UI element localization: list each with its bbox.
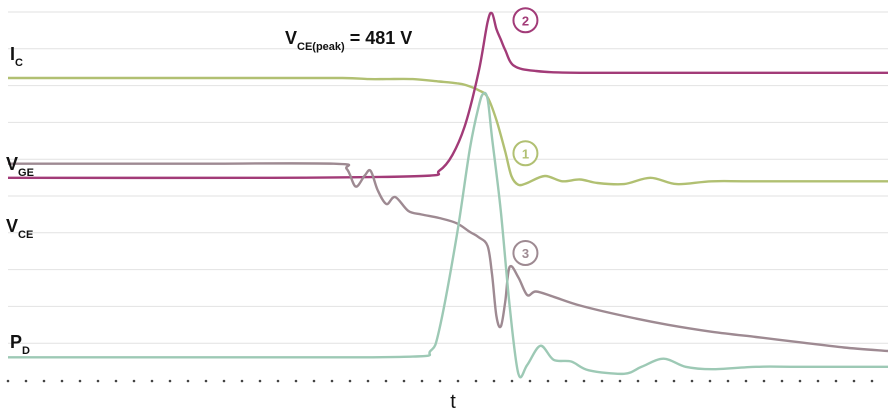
baseline-dot xyxy=(456,379,460,383)
baseline-dot xyxy=(852,379,856,383)
baseline-dot xyxy=(870,379,874,383)
baseline-dot xyxy=(816,379,820,383)
ic-line xyxy=(7,76,888,187)
baseline-dot xyxy=(762,379,766,383)
baseline-dot xyxy=(492,379,496,383)
baseline-dot xyxy=(384,379,388,383)
baseline-dot xyxy=(294,379,298,383)
baseline-dot xyxy=(420,379,424,383)
vce-line xyxy=(7,11,888,180)
series-marker-number: 2 xyxy=(522,13,529,28)
series-markers: 1 2 3 xyxy=(512,7,539,266)
baseline-dot xyxy=(348,379,352,383)
label-ic: IC xyxy=(10,44,23,69)
series-marker-circle xyxy=(512,140,539,167)
label-vce: VCE xyxy=(6,216,33,241)
baseline-dot xyxy=(402,379,406,383)
baseline-dot xyxy=(474,379,478,383)
x-axis-dotted-baseline xyxy=(6,379,874,383)
series-marker-number: 1 xyxy=(522,146,529,161)
label-vge: VGE xyxy=(6,154,34,179)
baseline-dot xyxy=(726,379,730,383)
baseline-dot xyxy=(276,379,280,383)
baseline-dot xyxy=(744,379,748,383)
baseline-dot xyxy=(312,379,316,383)
baseline-dot xyxy=(510,379,514,383)
baseline-dot xyxy=(564,379,568,383)
baseline-dot xyxy=(780,379,784,383)
baseline-dot xyxy=(654,379,658,383)
baseline-dot xyxy=(690,379,694,383)
baseline-dot xyxy=(438,379,442,383)
baseline-dot xyxy=(672,379,676,383)
series-marker-circle xyxy=(512,240,539,266)
baseline-dot xyxy=(618,379,622,383)
baseline-dot xyxy=(582,379,586,383)
peak-annotation: VCE(peak) = 481 V xyxy=(285,28,412,53)
baseline-dot xyxy=(258,379,262,383)
baseline-dot xyxy=(6,379,10,383)
baseline-dot xyxy=(204,379,208,383)
baseline-dot xyxy=(708,379,712,383)
baseline-dot xyxy=(42,379,46,383)
baseline-dot xyxy=(78,379,82,383)
baseline-dot xyxy=(24,379,28,383)
baseline-dot xyxy=(330,379,334,383)
baseline-dot xyxy=(96,379,100,383)
baseline-dot xyxy=(240,379,244,383)
baseline-dot xyxy=(366,379,370,383)
baseline-dot xyxy=(528,379,532,383)
baseline-dot xyxy=(132,379,136,383)
baseline-dot xyxy=(114,379,118,383)
baseline-dot xyxy=(834,379,838,383)
pd-line xyxy=(7,91,888,379)
baseline-dot xyxy=(636,379,640,383)
baseline-dot xyxy=(186,379,190,383)
series-marker-circle xyxy=(512,7,539,34)
baseline-dot xyxy=(222,379,226,383)
x-axis-label: t xyxy=(450,391,456,412)
series-lines xyxy=(7,11,888,379)
baseline-dot xyxy=(150,379,154,383)
vge-line xyxy=(7,162,888,353)
baseline-dot xyxy=(600,379,604,383)
label-pd: PD xyxy=(10,332,30,357)
gridlines xyxy=(8,11,888,344)
baseline-dot xyxy=(546,379,550,383)
baseline-dot xyxy=(60,379,64,383)
series-marker-number: 3 xyxy=(522,246,529,261)
baseline-dot xyxy=(798,379,802,383)
baseline-dot xyxy=(168,379,172,383)
